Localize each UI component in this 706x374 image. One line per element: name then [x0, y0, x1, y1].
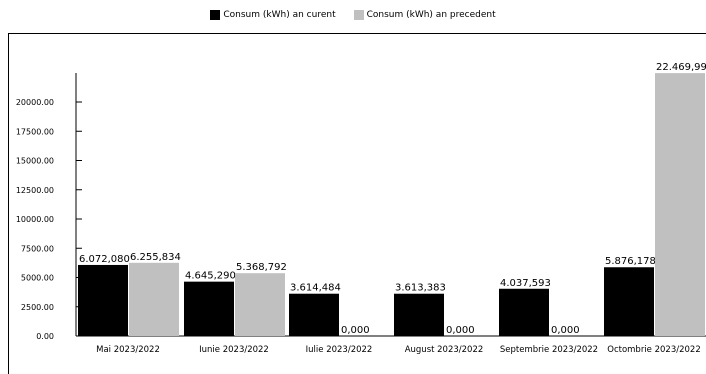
data-label-current: 4.037,593	[500, 278, 551, 289]
bar-current	[289, 293, 339, 336]
plot-frame	[8, 33, 706, 374]
data-label-current: 5.876,178	[605, 256, 656, 267]
x-category-label: Mai 2023/2022	[96, 345, 160, 355]
bar-current	[184, 281, 234, 336]
x-category-label: Octombrie 2023/2022	[607, 345, 701, 355]
x-category-label: Septembrie 2023/2022	[500, 345, 598, 355]
chart-legend: Consum (kWh) an curent Consum (kWh) an p…	[0, 10, 706, 20]
data-label-current: 3.614,484	[290, 283, 341, 294]
data-label-previous: 0,000	[551, 325, 580, 336]
x-category-label: Iunie 2023/2022	[199, 345, 269, 355]
y-tick-label: 7500.00	[21, 244, 54, 253]
data-label-current: 4.645,290	[185, 271, 236, 282]
y-tick-label: 2500.00	[21, 303, 54, 312]
data-label-previous: 22.469,998	[656, 62, 706, 73]
legend-label-previous: Consum (kWh) an precedent	[366, 10, 496, 20]
data-label-previous: 6.255,834	[130, 252, 181, 263]
y-tick-label: 10000.00	[16, 215, 54, 224]
y-tick-label: 5000.00	[21, 274, 54, 283]
legend-swatch-current	[210, 10, 221, 20]
bar-previous	[129, 262, 179, 336]
y-tick-label: 20000.00	[16, 98, 54, 107]
bar-current	[394, 293, 444, 336]
legend-label-current: Consum (kWh) an curent	[223, 10, 336, 20]
bar-current	[604, 267, 654, 336]
legend-item-current: Consum (kWh) an curent	[210, 10, 336, 20]
y-tick-label: 0.00	[36, 332, 54, 341]
data-label-previous: 5.368,792	[236, 262, 287, 273]
bar-current	[499, 288, 549, 336]
y-tick-label: 12500.00	[16, 186, 54, 195]
bar-previous	[655, 73, 705, 337]
data-label-previous: 0,000	[446, 325, 475, 336]
y-tick-label: 15000.00	[16, 157, 54, 166]
x-category-label: August 2023/2022	[405, 345, 484, 355]
bar-previous	[235, 273, 285, 336]
legend-item-previous: Consum (kWh) an precedent	[353, 10, 496, 20]
data-label-previous: 0,000	[341, 325, 370, 336]
data-label-current: 6.072,080	[79, 254, 130, 265]
data-label-current: 3.613,383	[395, 283, 446, 294]
bar-current	[78, 264, 128, 336]
y-tick-label: 17500.00	[16, 127, 54, 136]
x-category-label: Iulie 2023/2022	[306, 345, 373, 355]
legend-swatch-previous	[353, 10, 364, 20]
